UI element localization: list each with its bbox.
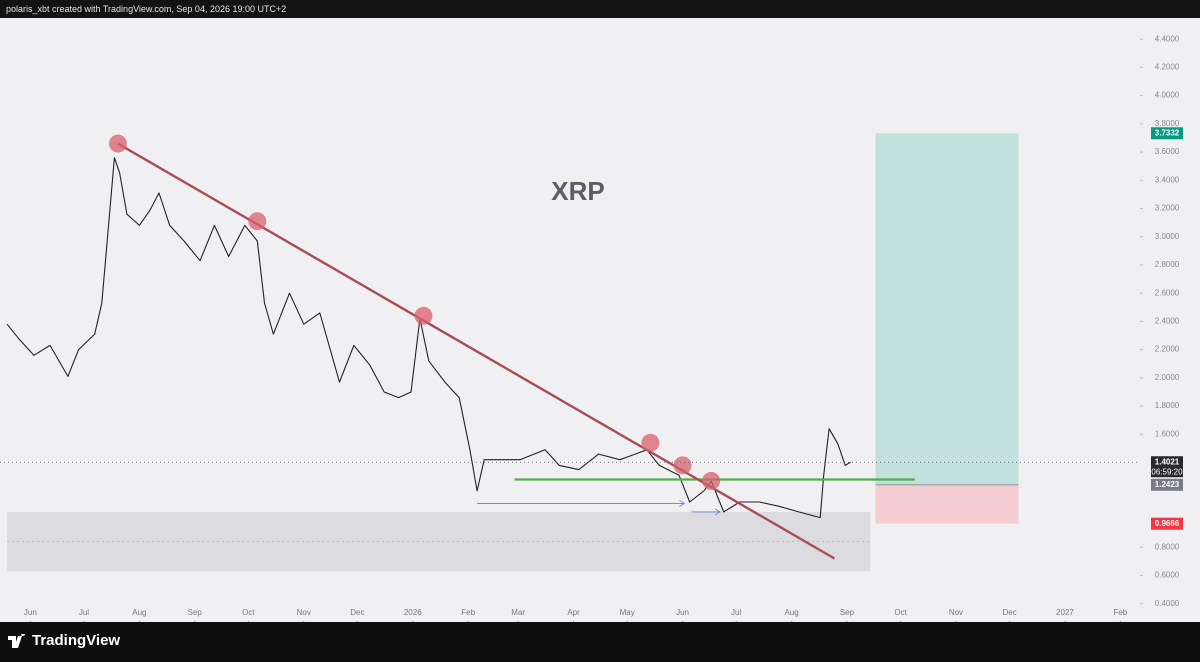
x-tick-label: Jun: [676, 608, 689, 617]
entry-label-bg: [1151, 478, 1183, 491]
chart: XRP Jun Jul Aug Sep Oct Nov Dec 2026 Feb Mar Apr Ma…: [0, 18, 1200, 622]
countdown-bg: [1151, 467, 1183, 478]
y-tick-label: 4.2000: [1155, 63, 1180, 72]
y-tick-label: 1.8000: [1155, 401, 1180, 410]
x-tick-label: Aug: [132, 608, 146, 617]
x-tick-label: Feb: [461, 608, 475, 617]
x-tick-label: Jul: [79, 608, 89, 617]
x-tick-label: Dec: [1002, 608, 1016, 617]
stop-zone: [875, 484, 1019, 524]
y-tick-label: 2.8000: [1155, 260, 1180, 269]
y-tick-label: 0.4000: [1155, 599, 1180, 608]
y-tick-label: 2.6000: [1155, 288, 1180, 297]
x-tick-label: Jul: [731, 608, 741, 617]
touch-point: [414, 306, 433, 325]
x-tick-label: Sep: [188, 608, 203, 617]
x-tick-label: 2026: [404, 608, 422, 617]
stop-label: 0.9666: [1155, 519, 1180, 528]
last-price-label-bg: [1151, 456, 1183, 469]
x-tick-label: Jun: [24, 608, 37, 617]
arrow-head: [679, 500, 686, 507]
arrow-head: [714, 508, 721, 516]
y-tick-label: 1.6000: [1155, 429, 1180, 438]
entry-label: 1.2423: [1155, 480, 1180, 489]
chart-title: XRP: [551, 176, 604, 206]
y-tick-label: 3.6000: [1155, 147, 1180, 156]
brand: TradingView: [32, 632, 121, 649]
trendline: [117, 142, 836, 560]
y-tick-label: 3.4000: [1155, 175, 1180, 184]
y-tick-label: 0.8000: [1155, 542, 1180, 551]
x-tick-label: May: [620, 608, 635, 617]
touch-point: [641, 433, 660, 452]
touch-point: [248, 212, 267, 231]
touch-point: [673, 456, 692, 475]
x-tick-label: Dec: [350, 608, 364, 617]
price-line: [6, 157, 851, 519]
logo-icon: [8, 634, 25, 648]
x-tick-label: Nov: [949, 608, 963, 617]
header-text: polaris_xbt created with TradingView.com…: [6, 4, 287, 14]
y-tick-label: 4.4000: [1155, 34, 1180, 43]
y-tick-label: 0.6000: [1155, 571, 1180, 580]
y-tick-label: 2.4000: [1155, 317, 1180, 326]
y-tick-label: 3.0000: [1155, 232, 1180, 241]
last-price-label: 1.4021: [1155, 457, 1180, 466]
x-tick-label: Aug: [784, 608, 798, 617]
x-tick-label: Oct: [242, 608, 255, 617]
y-tick-label: 3.2000: [1155, 204, 1180, 213]
target-label-bg: [1151, 127, 1183, 140]
footer: TradingView: [0, 622, 1200, 662]
target-label: 3.7332: [1155, 128, 1180, 137]
y-tick-label: 4.0000: [1155, 91, 1180, 100]
x-tick-label: Mar: [511, 608, 525, 617]
header-bar: polaris_xbt created with TradingView.com…: [0, 0, 1200, 18]
x-tick-label: Apr: [567, 608, 580, 617]
touch-point: [108, 134, 127, 153]
y-tick-label: 3.8000: [1155, 119, 1180, 128]
target-zone: [875, 133, 1019, 485]
countdown: 06:59:20: [1151, 467, 1183, 476]
touch-point: [702, 471, 721, 490]
x-tick-label: Oct: [894, 608, 907, 617]
x-tick-label: Nov: [297, 608, 311, 617]
stop-label-bg: [1151, 517, 1183, 530]
y-tick-label: 2.2000: [1155, 345, 1180, 354]
x-tick-label: Sep: [840, 608, 855, 617]
x-tick-label: Feb: [1113, 608, 1127, 617]
x-tick-label: 2027: [1056, 608, 1074, 617]
y-tick-label: 2.0000: [1155, 373, 1180, 382]
